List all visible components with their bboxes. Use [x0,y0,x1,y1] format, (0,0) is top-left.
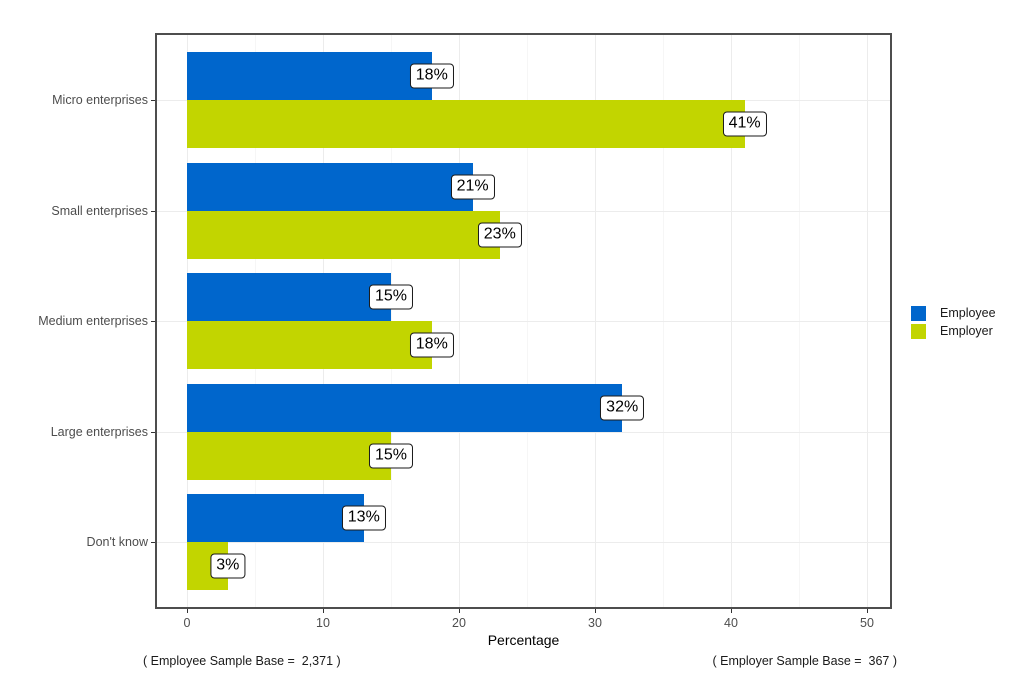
x-tick-label: 50 [860,616,874,630]
value-label: 32% [600,395,645,420]
value-label: 13% [341,505,386,531]
footnote-employer-sample-base: ( Employer Sample Base = 367 ) [712,654,897,668]
value-label: 3% [210,553,246,579]
x-tick-label: 0 [183,616,191,630]
value-label: 18% [409,332,454,358]
value-label: 41% [722,111,767,137]
x-tick-mark [595,609,596,613]
y-axis-label: Large enterprises [50,424,148,439]
employer-bar [187,210,500,259]
value-label: 21% [450,174,495,199]
x-tick-label: 40 [724,616,738,630]
employer-bar [187,431,391,480]
y-tick-mark [151,210,155,212]
legend: Employee Employer [911,305,996,339]
x-tick-mark [187,609,188,613]
x-tick-label: 20 [452,616,466,630]
value-label: 15% [368,284,414,310]
footnote-employee-sample-base: ( Employee Sample Base = 2,371 ) [143,654,341,668]
x-axis-title: Percentage [487,632,560,648]
employer-swatch-icon [911,323,926,339]
y-tick-mark [151,321,155,322]
major-gridline [155,321,892,322]
legend-label-employee: Employee [940,306,996,320]
employee-bar [187,494,364,542]
employee-bar [187,383,623,432]
value-label: 23% [477,222,522,247]
major-gridline [155,542,892,543]
x-tick-mark [731,609,732,613]
employee-bar [187,162,473,211]
x-tick-mark [323,609,324,613]
value-label: 15% [368,443,414,468]
y-axis-label: Medium enterprises [38,314,148,328]
y-axis-label: Small enterprises [51,203,148,218]
y-tick-mark [151,100,155,101]
employee-bar [187,52,432,100]
y-axis-label: Micro enterprises [52,93,148,107]
employer-bar [187,321,432,369]
major-gridline [155,431,892,433]
legend-item-employee: Employee [911,305,996,321]
employee-swatch-icon [911,305,926,321]
y-axis-label: Don't know [86,535,148,549]
x-tick-mark [867,609,868,613]
y-tick-mark [151,542,155,543]
x-tick-mark [459,609,460,613]
x-tick-label: 30 [588,616,602,630]
y-tick-mark [151,431,155,433]
legend-label-employer: Employer [940,324,993,338]
legend-item-employer: Employer [911,323,996,339]
value-label: 18% [409,63,454,89]
x-tick-label: 10 [316,616,330,630]
employee-bar [187,273,391,321]
employer-bar [187,100,745,148]
plot-panel: 18% 21% 15% 32% 13% 41% 23% 18% 15% 3% [155,33,892,609]
major-gridline [155,210,892,212]
